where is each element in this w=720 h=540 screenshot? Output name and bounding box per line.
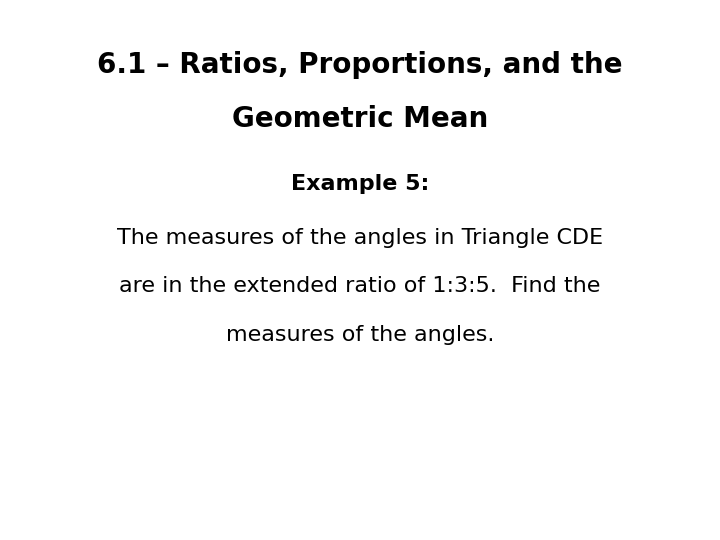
- Text: Geometric Mean: Geometric Mean: [232, 105, 488, 133]
- Text: Example 5:: Example 5:: [291, 173, 429, 194]
- Text: 6.1 – Ratios, Proportions, and the: 6.1 – Ratios, Proportions, and the: [97, 51, 623, 79]
- Text: measures of the angles.: measures of the angles.: [226, 325, 494, 345]
- Text: are in the extended ratio of 1:3:5.  Find the: are in the extended ratio of 1:3:5. Find…: [120, 276, 600, 296]
- Text: The measures of the angles in Triangle CDE: The measures of the angles in Triangle C…: [117, 227, 603, 248]
